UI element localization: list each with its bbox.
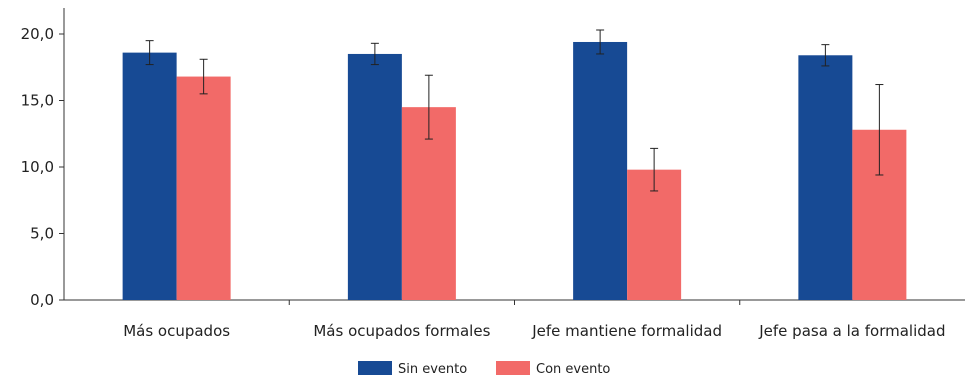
category-labels: Más ocupados Más ocupados formales Jefe ma… bbox=[123, 322, 945, 340]
y-axis: 0,0 5,0 10,0 15,0 20,0 bbox=[21, 8, 65, 309]
y-tick-label: 10,0 bbox=[21, 158, 54, 176]
bar-sin-evento bbox=[573, 41, 628, 300]
category-label: Jefe mantiene formalidad bbox=[531, 322, 722, 340]
y-tick-label: 15,0 bbox=[21, 92, 54, 110]
x-axis bbox=[64, 299, 965, 305]
bar-sin-evento bbox=[798, 55, 853, 300]
bar-sin-evento bbox=[122, 52, 177, 301]
legend-swatch bbox=[496, 361, 530, 375]
category-label: Más ocupados formales bbox=[313, 322, 490, 340]
bars bbox=[122, 41, 907, 301]
y-tick-label: 5,0 bbox=[30, 225, 54, 243]
legend-label: Sin evento bbox=[398, 362, 467, 377]
bar-sin-evento bbox=[347, 53, 402, 301]
legend-swatch bbox=[358, 361, 392, 375]
category-label: Más ocupados bbox=[123, 322, 230, 340]
y-tick-label: 0,0 bbox=[30, 291, 54, 309]
legend: Sin evento Con evento bbox=[358, 361, 610, 377]
legend-label: Con evento bbox=[536, 362, 610, 377]
category-label: Jefe pasa a la formalidad bbox=[758, 322, 945, 340]
bar-con-evento bbox=[176, 76, 231, 300]
y-tick-label: 20,0 bbox=[21, 25, 54, 43]
error-bars bbox=[145, 29, 884, 192]
